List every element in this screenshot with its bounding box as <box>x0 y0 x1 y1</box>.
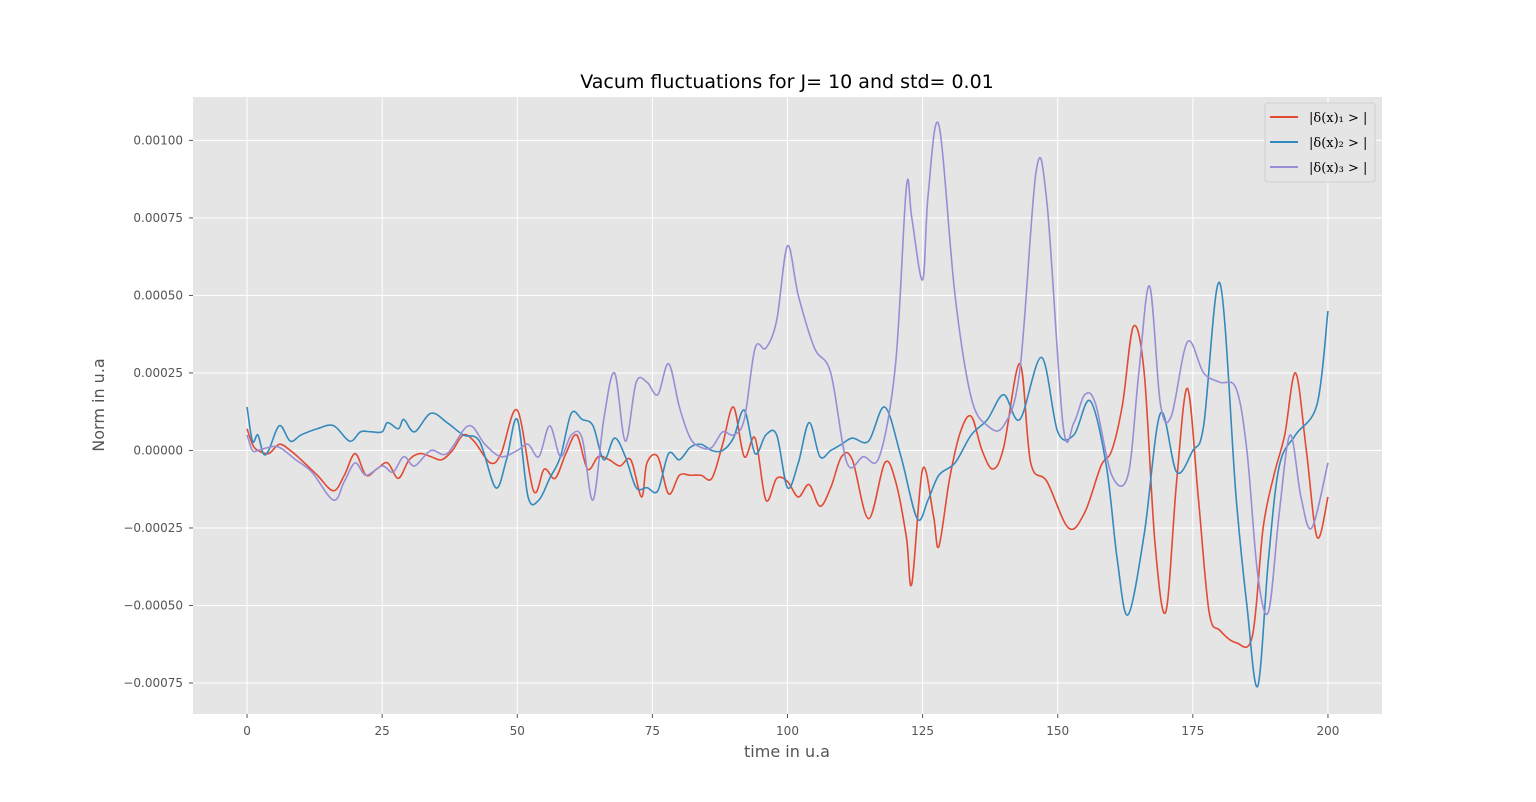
series-line-3 <box>246 121 1329 615</box>
x-tick-label: 200 <box>1317 724 1340 738</box>
y-tick-label: −0.00025 <box>123 521 183 535</box>
y-tick-label: −0.00075 <box>123 676 183 690</box>
x-tick-label: 175 <box>1181 724 1204 738</box>
y-axis-label: Norm in u.a <box>89 358 108 451</box>
x-tick-label: 125 <box>911 724 934 738</box>
y-tick-label: 0.00100 <box>133 133 183 147</box>
y-tick-label: 0.00025 <box>133 366 183 380</box>
series-layer <box>246 121 1329 688</box>
grid-lines <box>193 97 1382 714</box>
x-axis-ticks: 0 25 50 75 100 125 150 175 200 <box>243 714 1339 738</box>
y-tick-label: 0.00050 <box>133 288 183 302</box>
x-tick-label: 25 <box>375 724 390 738</box>
series-line-2 <box>246 281 1329 688</box>
legend-label-series-2: |δ(x)₂ > | <box>1309 136 1367 151</box>
legend-box <box>1264 102 1376 183</box>
x-tick-label: 0 <box>243 724 251 738</box>
y-tick-label: −0.00050 <box>123 598 183 612</box>
chart-title: Vacum fluctuations for J= 10 and std= 0.… <box>580 71 994 93</box>
y-tick-label: 0.00075 <box>133 211 183 225</box>
x-tick-label: 50 <box>510 724 525 738</box>
x-tick-label: 100 <box>776 724 799 738</box>
x-tick-label: 75 <box>645 724 660 738</box>
y-tick-label: 0.00000 <box>133 443 183 457</box>
y-axis-ticks: −0.00075 −0.00050 −0.00025 0.00000 0.00025 0.… <box>123 133 193 690</box>
legend-label-series-1: |δ(x)₁ > | <box>1309 111 1367 126</box>
legend: |δ(x)₁ > | |δ(x)₂ > | |δ(x)₃ > | <box>1264 102 1376 183</box>
legend-label-series-3: |δ(x)₃ > | <box>1309 161 1367 176</box>
x-tick-label: 150 <box>1046 724 1069 738</box>
x-axis-label: time in u.a <box>744 742 830 761</box>
